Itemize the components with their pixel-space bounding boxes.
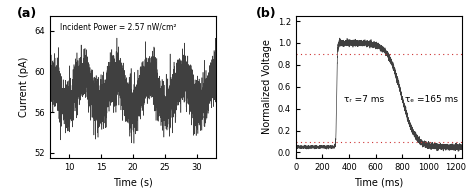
X-axis label: Time (ms): Time (ms)	[355, 177, 404, 187]
Text: (b): (b)	[256, 7, 277, 20]
Text: Incident Power = 2.57 nW/cm²: Incident Power = 2.57 nW/cm²	[60, 23, 176, 32]
Text: (a): (a)	[17, 7, 37, 20]
Text: τᵣ =7 ms: τᵣ =7 ms	[344, 95, 384, 104]
Y-axis label: Current (pA): Current (pA)	[19, 57, 29, 117]
Y-axis label: Normalized Voltage: Normalized Voltage	[262, 39, 272, 134]
X-axis label: Time (s): Time (s)	[113, 177, 153, 187]
Text: τₑ =165 ms: τₑ =165 ms	[405, 95, 458, 104]
